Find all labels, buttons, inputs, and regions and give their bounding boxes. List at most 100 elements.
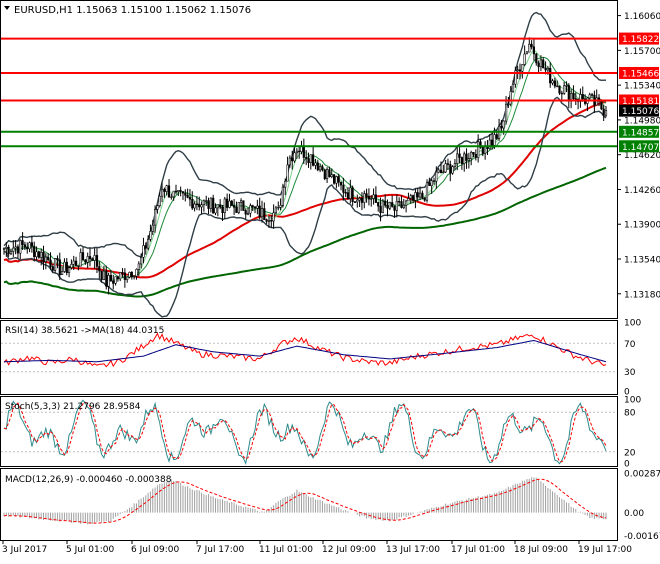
- candle-body[interactable]: [102, 270, 105, 281]
- candle-body[interactable]: [516, 69, 519, 72]
- candle-body[interactable]: [409, 195, 412, 199]
- candle-body[interactable]: [428, 182, 431, 187]
- candle-body[interactable]: [411, 195, 415, 201]
- candle-body[interactable]: [200, 204, 203, 208]
- candle-body[interactable]: [546, 68, 549, 71]
- candle-body[interactable]: [219, 204, 222, 208]
- candle-body[interactable]: [472, 152, 475, 155]
- candle-body[interactable]: [265, 219, 268, 222]
- candle-body[interactable]: [437, 169, 440, 173]
- candle-body[interactable]: [149, 231, 152, 240]
- candle-body[interactable]: [2, 248, 6, 250]
- candle-body[interactable]: [26, 246, 29, 250]
- candle-body[interactable]: [167, 185, 171, 198]
- candle-body[interactable]: [19, 240, 22, 254]
- candle-body[interactable]: [318, 166, 322, 171]
- candle-body[interactable]: [511, 83, 515, 92]
- candle-body[interactable]: [281, 186, 285, 206]
- candle-body[interactable]: [384, 200, 387, 206]
- candle-body[interactable]: [439, 169, 443, 174]
- candle-body[interactable]: [277, 207, 280, 209]
- candle-body[interactable]: [458, 153, 461, 158]
- candle-body[interactable]: [549, 68, 552, 84]
- candle-body[interactable]: [502, 120, 505, 129]
- candle-body[interactable]: [602, 108, 605, 116]
- candle-body[interactable]: [174, 190, 178, 193]
- candle-body[interactable]: [316, 162, 319, 171]
- candle-body[interactable]: [563, 85, 566, 94]
- candle-body[interactable]: [444, 163, 447, 173]
- candle-body[interactable]: [305, 157, 308, 159]
- macd-pane[interactable]: [0, 468, 618, 541]
- candle-body[interactable]: [272, 212, 275, 222]
- candle-body[interactable]: [407, 198, 410, 202]
- candle-body[interactable]: [147, 239, 150, 249]
- candle-body[interactable]: [514, 70, 517, 85]
- candle-body[interactable]: [590, 94, 594, 96]
- candle-body[interactable]: [388, 202, 391, 209]
- candle-body[interactable]: [65, 261, 68, 274]
- candle-body[interactable]: [88, 256, 92, 260]
- candle-body[interactable]: [481, 147, 484, 154]
- candle-body[interactable]: [298, 150, 301, 153]
- candle-body[interactable]: [188, 197, 192, 200]
- candle-body[interactable]: [525, 51, 529, 55]
- candle-body[interactable]: [325, 169, 329, 180]
- candle-body[interactable]: [309, 154, 312, 163]
- candle-body[interactable]: [195, 203, 199, 206]
- candle-body[interactable]: [28, 242, 31, 250]
- candle-body[interactable]: [556, 85, 559, 88]
- candle-body[interactable]: [286, 164, 289, 182]
- candle-body[interactable]: [212, 197, 215, 214]
- candle-body[interactable]: [216, 204, 219, 209]
- candle-body[interactable]: [105, 270, 108, 287]
- candle-body[interactable]: [295, 150, 299, 154]
- candle-body[interactable]: [379, 205, 382, 214]
- candle-body[interactable]: [542, 59, 545, 69]
- candle-body[interactable]: [112, 280, 115, 284]
- candle-body[interactable]: [242, 200, 245, 211]
- candle-body[interactable]: [191, 198, 194, 209]
- candle-body[interactable]: [435, 171, 438, 182]
- candle-body[interactable]: [402, 205, 405, 209]
- candle-body[interactable]: [535, 53, 538, 64]
- candle-body[interactable]: [518, 69, 522, 72]
- candle-body[interactable]: [230, 200, 233, 206]
- candle-body[interactable]: [393, 206, 396, 211]
- candle-body[interactable]: [400, 201, 403, 208]
- candle-body[interactable]: [567, 85, 570, 100]
- candle-body[interactable]: [479, 141, 482, 148]
- candle-body[interactable]: [95, 255, 99, 267]
- candle-body[interactable]: [432, 180, 436, 182]
- candle-body[interactable]: [449, 164, 452, 174]
- candle-body[interactable]: [44, 256, 47, 263]
- candle-body[interactable]: [14, 246, 17, 249]
- candle-body[interactable]: [574, 98, 577, 100]
- candle-body[interactable]: [49, 259, 52, 267]
- candle-body[interactable]: [474, 154, 477, 158]
- candle-body[interactable]: [256, 205, 259, 209]
- candle-body[interactable]: [16, 246, 20, 254]
- candle-body[interactable]: [77, 265, 80, 267]
- candle-body[interactable]: [337, 176, 340, 183]
- candle-body[interactable]: [288, 157, 292, 166]
- candle-body[interactable]: [12, 247, 15, 252]
- candle-body[interactable]: [163, 188, 166, 192]
- rsi-pane[interactable]: [0, 320, 618, 395]
- candle-body[interactable]: [528, 43, 531, 53]
- candle-body[interactable]: [249, 205, 252, 214]
- candle-body[interactable]: [332, 174, 336, 184]
- candle-body[interactable]: [165, 185, 168, 192]
- candle-body[interactable]: [260, 208, 264, 218]
- candle-body[interactable]: [565, 85, 568, 87]
- candle-body[interactable]: [184, 192, 187, 196]
- candle-body[interactable]: [144, 245, 147, 249]
- candle-body[interactable]: [240, 200, 243, 203]
- candle-body[interactable]: [430, 180, 433, 186]
- candle-body[interactable]: [156, 205, 159, 210]
- candle-body[interactable]: [470, 152, 473, 160]
- candle-body[interactable]: [293, 152, 296, 162]
- candle-body[interactable]: [251, 205, 254, 208]
- candle-body[interactable]: [198, 203, 201, 208]
- candle-body[interactable]: [365, 193, 368, 197]
